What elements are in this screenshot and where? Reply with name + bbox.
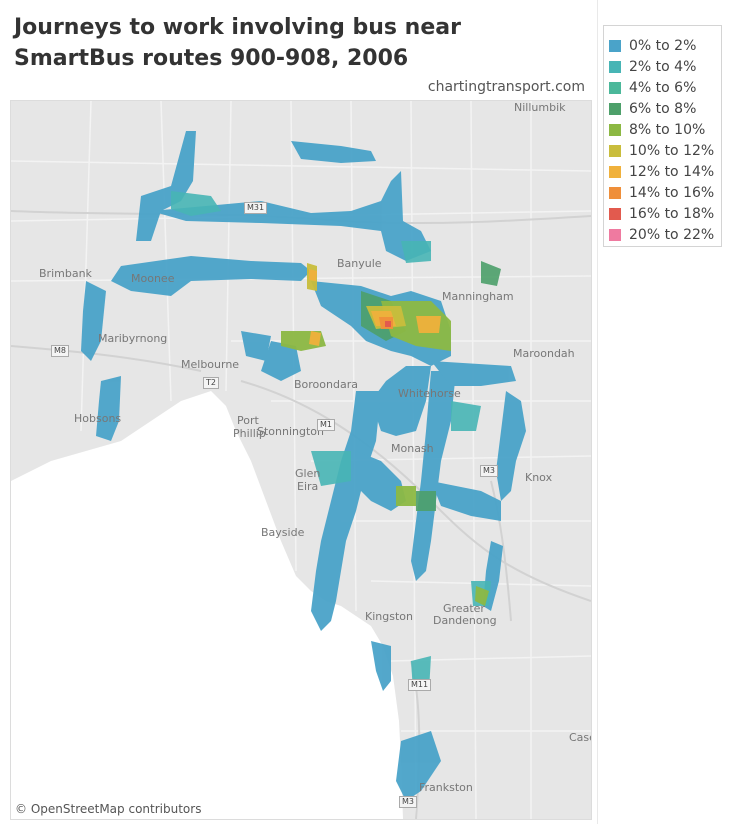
map-canvas: [11, 101, 591, 819]
place-label-greater: Greater: [443, 602, 485, 615]
place-label-banyule: Banyule: [337, 257, 382, 270]
place-label-port: Port: [237, 414, 259, 427]
place-label-hobsons: Hobsons: [74, 412, 122, 425]
legend-item[interactable]: 10% to 12%: [604, 140, 721, 161]
road-shield-m3: M3: [480, 465, 498, 477]
panel-divider: [597, 0, 598, 824]
road-shield-m11: M11: [408, 679, 432, 691]
place-label-maribyrnong: Maribyrnong: [98, 332, 168, 345]
place-label-maroondah: Maroondah: [513, 347, 575, 360]
place-label-bayside: Bayside: [261, 526, 305, 539]
legend-label: 8% to 10%: [629, 121, 706, 138]
legend-swatch: [609, 186, 621, 199]
place-label-stonnington: Stonnington: [257, 425, 324, 438]
place-label-monash: Monash: [391, 442, 434, 455]
road-shield-m8: M8: [51, 345, 69, 357]
page-title: Journeys to work involving bus near Smar…: [14, 15, 461, 71]
legend-item[interactable]: 2% to 4%: [604, 56, 721, 77]
legend-item[interactable]: 20% to 22%: [604, 224, 721, 245]
place-label-glen: Glen: [295, 467, 321, 480]
credit-text: chartingtransport.com: [427, 79, 585, 95]
legend-label: 2% to 4%: [629, 58, 697, 75]
legend-label: 14% to 16%: [629, 184, 715, 201]
legend-item[interactable]: 6% to 8%: [604, 98, 721, 119]
legend-swatch: [609, 102, 621, 115]
place-label-dandenong: Dandenong: [433, 614, 497, 627]
legend-swatch: [609, 207, 621, 220]
legend-item[interactable]: 16% to 18%: [604, 203, 721, 224]
legend-label: 0% to 2%: [629, 37, 697, 54]
legend-swatch: [609, 81, 621, 94]
map-panel: Journeys to work involving bus near Smar…: [10, 15, 592, 820]
legend-swatch: [609, 165, 621, 178]
legend-item[interactable]: 4% to 6%: [604, 77, 721, 98]
place-label-whitehorse: Whitehorse: [398, 387, 461, 400]
legend-swatch: [609, 228, 621, 241]
place-label-casey: Casey: [569, 731, 591, 744]
map-attribution[interactable]: © OpenStreetMap contributors: [15, 802, 202, 816]
legend-label: 16% to 18%: [629, 205, 715, 222]
bay-water: [11, 391, 403, 819]
color-legend: 0% to 2% 2% to 4% 4% to 6% 6% to 8% 8% t…: [603, 25, 722, 247]
legend-item[interactable]: 12% to 14%: [604, 161, 721, 182]
place-label-frankston: Frankston: [419, 781, 473, 794]
road-shield-m31: M31: [244, 202, 268, 214]
legend-label: 12% to 14%: [629, 163, 715, 180]
place-label-kingston: Kingston: [365, 610, 413, 623]
legend-label: 4% to 6%: [629, 79, 697, 96]
place-label-nillumbik: Nillumbik: [514, 101, 566, 114]
place-label-brimbank: Brimbank: [39, 267, 92, 280]
legend-label: 20% to 22%: [629, 226, 715, 243]
place-label-knox: Knox: [525, 471, 553, 484]
legend-swatch: [609, 144, 621, 157]
place-label-boroondara: Boroondara: [294, 378, 358, 391]
legend-swatch: [609, 60, 621, 73]
place-label-melbourne: Melbourne: [181, 358, 240, 371]
place-label-eira: Eira: [297, 480, 319, 493]
legend-item[interactable]: 0% to 2%: [604, 35, 721, 56]
legend-label: 6% to 8%: [629, 100, 697, 117]
legend-label: 10% to 12%: [629, 142, 715, 159]
legend-swatch: [609, 39, 621, 52]
legend-item[interactable]: 8% to 10%: [604, 119, 721, 140]
place-label-phillip: Phillip: [233, 427, 266, 440]
road-shield-m1: M1: [317, 419, 335, 431]
road-shield-m3-south: M3: [399, 796, 417, 808]
legend-item[interactable]: 14% to 16%: [604, 182, 721, 203]
place-label-manningham: Manningham: [442, 290, 514, 303]
road-shield-t2: T2: [203, 377, 219, 389]
map-view[interactable]: Nillumbik Brimbank Moonee Banyule Mannin…: [10, 100, 592, 820]
place-label-moonee: Moonee: [131, 272, 175, 285]
legend-swatch: [609, 123, 621, 136]
